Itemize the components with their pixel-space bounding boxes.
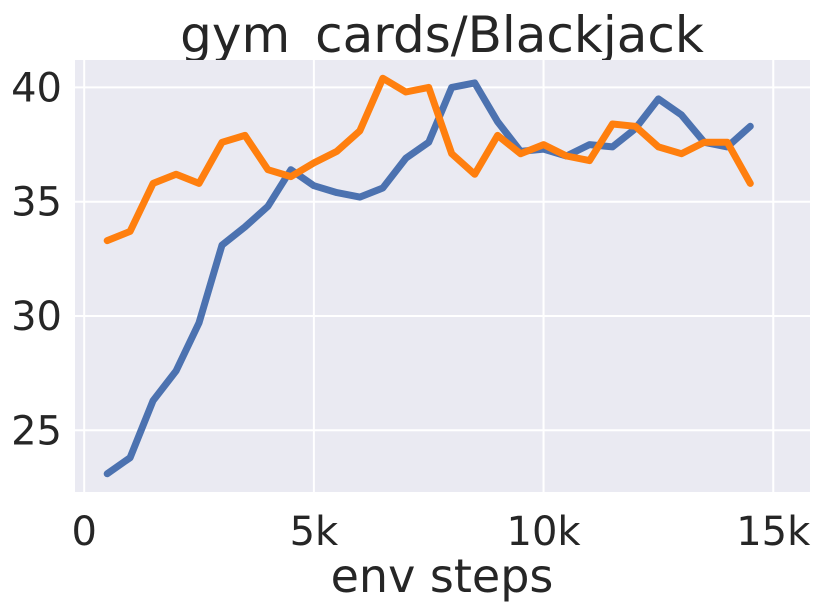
y-tick-label-2: 35 bbox=[11, 180, 62, 226]
y-tick-label-0: 25 bbox=[11, 408, 62, 454]
x-axis-label: env steps bbox=[331, 549, 554, 603]
x-tick-label-2: 10k bbox=[507, 509, 582, 555]
x-tick-label-3: 15k bbox=[736, 509, 811, 555]
series-layer bbox=[103, 74, 754, 478]
y-tick-label-3: 40 bbox=[11, 65, 62, 111]
chart-title: gym_cards/Blackjack bbox=[180, 6, 704, 64]
x-tick-label-0: 0 bbox=[71, 509, 96, 555]
series-line-1 bbox=[103, 74, 754, 245]
x-axis-ticks: 0 5k 10k 15k bbox=[71, 509, 811, 555]
y-tick-label-1: 30 bbox=[11, 294, 62, 340]
y-axis-ticks: 25 30 35 40 bbox=[11, 65, 62, 454]
grid-lines bbox=[75, 60, 810, 492]
series-line-0 bbox=[103, 79, 754, 478]
x-tick-label-1: 5k bbox=[290, 509, 339, 555]
